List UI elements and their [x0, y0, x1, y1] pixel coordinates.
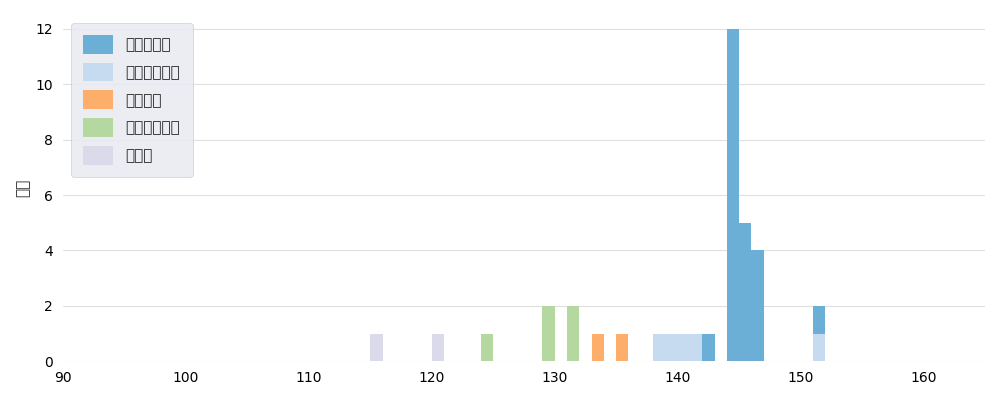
- Y-axis label: 球数: 球数: [15, 179, 30, 197]
- Bar: [702, 334, 715, 361]
- Bar: [592, 334, 604, 361]
- Bar: [665, 334, 678, 361]
- Bar: [370, 334, 383, 361]
- Bar: [653, 334, 665, 361]
- Bar: [690, 334, 702, 361]
- Bar: [739, 223, 751, 361]
- Bar: [567, 306, 579, 361]
- Bar: [813, 306, 825, 361]
- Bar: [727, 29, 739, 361]
- Bar: [481, 334, 493, 361]
- Bar: [616, 334, 628, 361]
- Bar: [542, 306, 555, 361]
- Legend: ストレート, カットボール, フォーク, 縦スライダー, カーブ: ストレート, カットボール, フォーク, 縦スライダー, カーブ: [71, 23, 193, 177]
- Bar: [813, 334, 825, 361]
- Bar: [678, 334, 690, 361]
- Bar: [432, 334, 444, 361]
- Bar: [432, 334, 444, 361]
- Bar: [751, 250, 764, 361]
